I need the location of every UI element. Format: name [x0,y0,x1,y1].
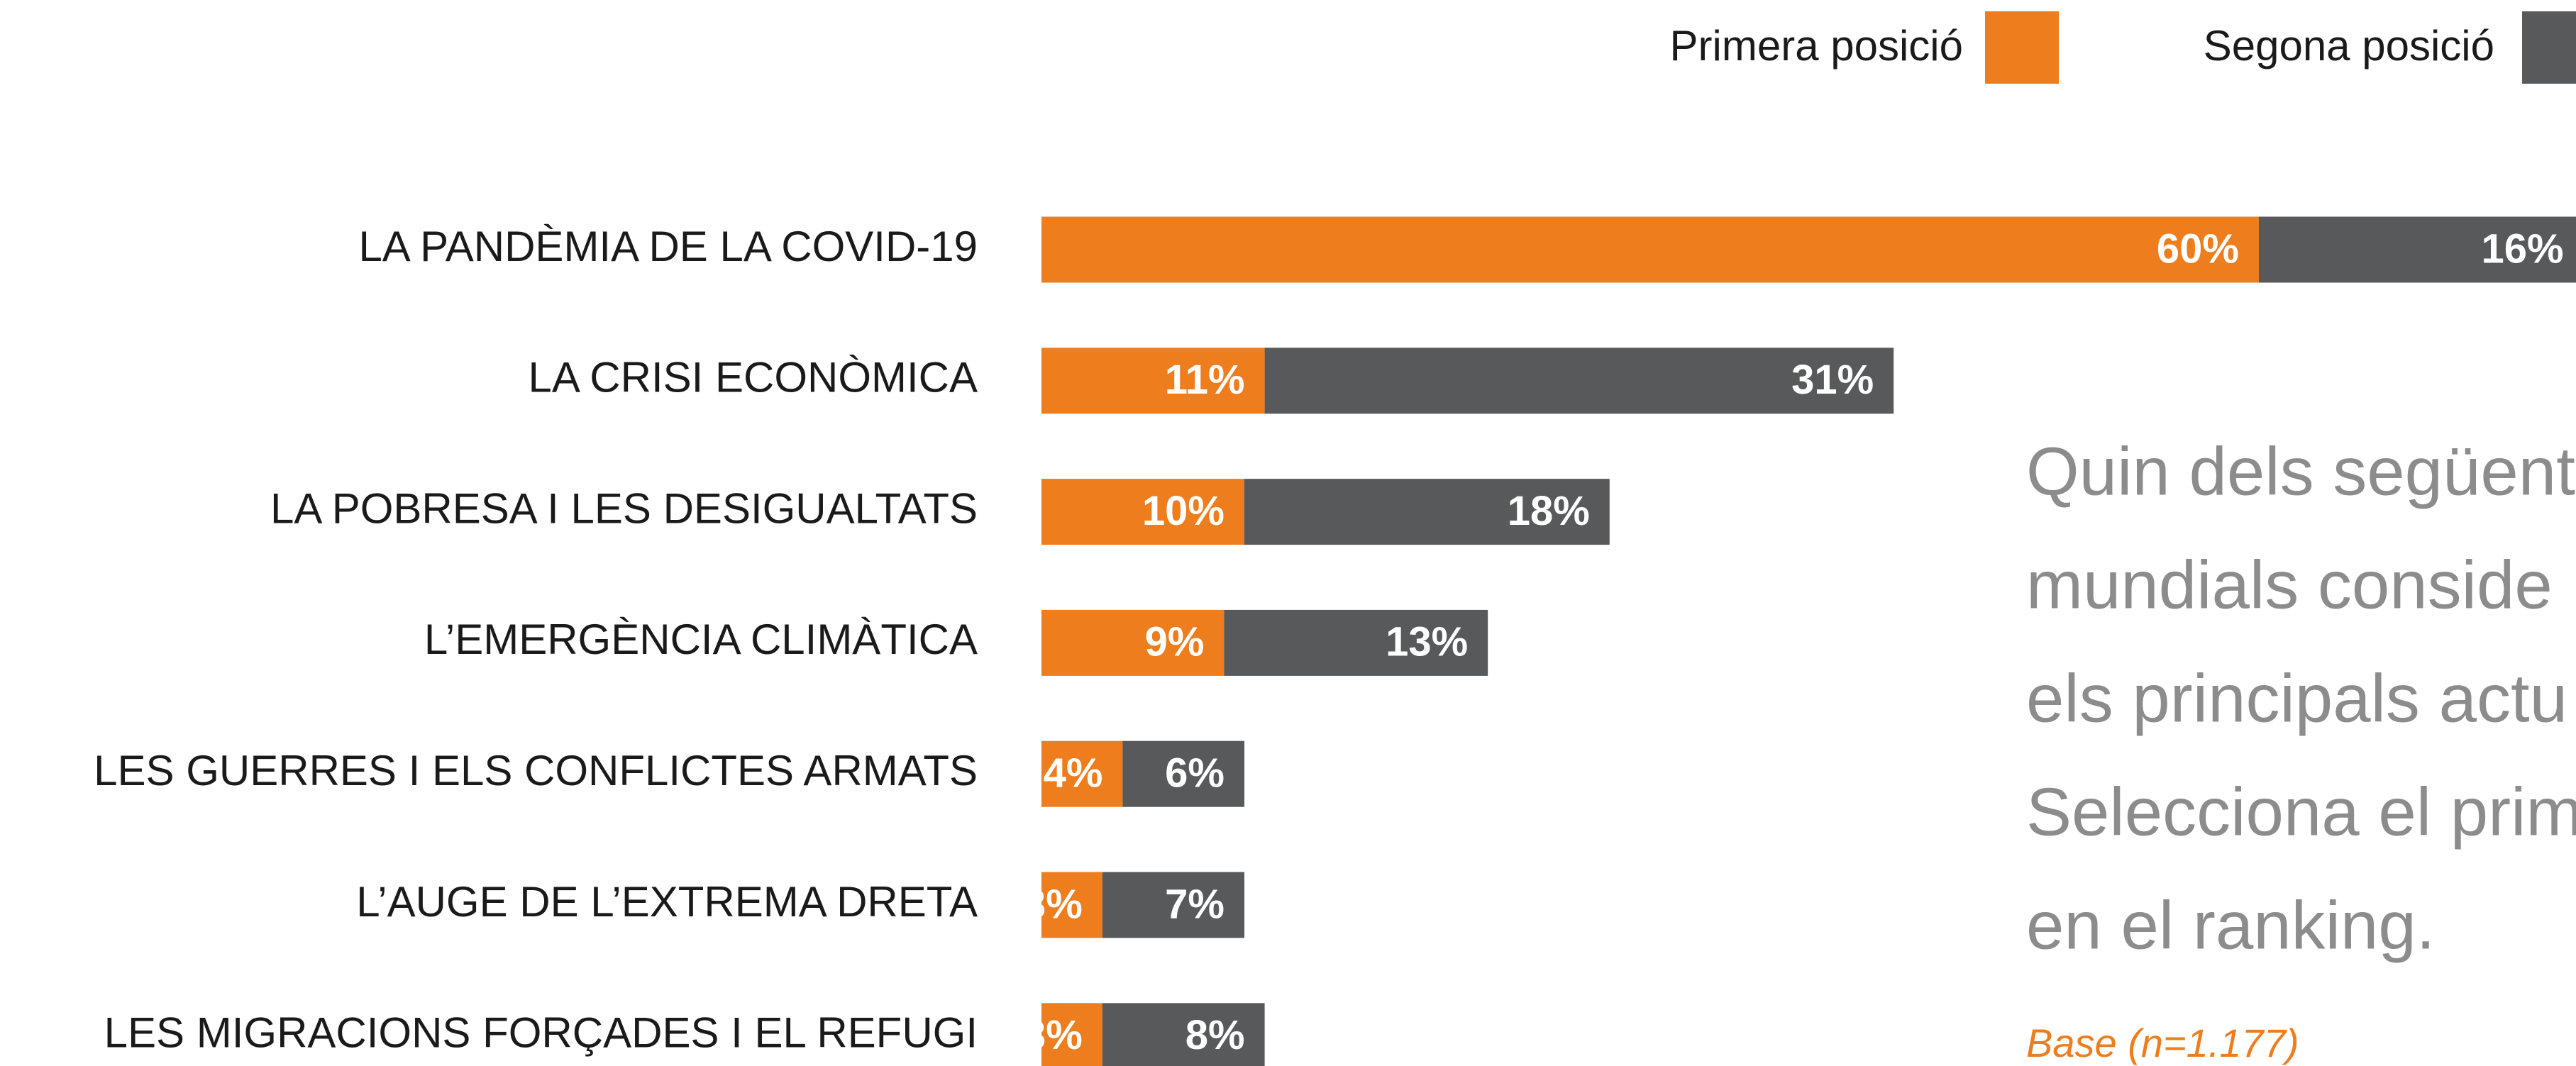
question-line: Selecciona el prim [2026,774,2576,850]
category-label: L’EMERGÈNCIA CLIMÀTICA [424,616,978,663]
category-label: LES MIGRACIONS FORÇADES I EL REFUGI [104,1009,978,1057]
value-label: 8% [1185,1012,1245,1058]
bar-segment [1122,740,1244,807]
value-label: 60% [2157,226,2239,272]
bar-segment [1244,479,1610,545]
question-line: en el ranking. [2026,887,2435,963]
question-line: els principals actu [2026,660,2567,736]
legend-swatch [1985,11,2059,84]
category-label: LES GUERRES I ELS CONFLICTES ARMATS [94,747,978,794]
bar-segment [2259,216,2576,283]
question-line: mundials conside [2026,547,2553,623]
question-line: Quin dels següent [2026,433,2575,509]
legend-label: Segona posició [2204,22,2494,70]
bar-segment [1224,609,1488,676]
value-label: 3% [1023,1012,1083,1058]
value-label: 4% [1044,750,1103,796]
bar-segment [1102,1003,1265,1066]
value-label: 13% [1386,619,1468,665]
category-label: L’AUGE DE L’EXTREMA DRETA [356,878,978,926]
bar-segment [1041,348,1265,414]
value-label: 31% [1791,357,1874,403]
bar-segment [1041,216,2259,283]
category-label: LA CRISI ECONÒMICA [529,354,978,401]
value-label: 9% [1145,619,1205,665]
value-label: 6% [1165,750,1225,796]
base-note: Base (n=1.177) [2026,1021,2299,1065]
value-label: 10% [1142,488,1225,534]
legend-label: Primera posició [1670,22,1963,70]
bar-segment [1041,1003,1102,1066]
value-label: 16% [2482,226,2564,272]
bar-segment [1041,479,1244,545]
bar-segment [1264,348,1894,414]
bar-segment [1102,872,1244,938]
category-label: LA POBRESA I LES DESIGUALTATS [270,484,978,532]
bar-segment [1041,609,1225,676]
value-label: 7% [1165,881,1225,927]
legend-swatch [2522,11,2576,84]
bar-segment [1041,740,1123,807]
bar-segment [1041,872,1102,938]
value-label: 11% [1165,357,1245,403]
value-label: 18% [1508,488,1590,534]
category-label: LA PANDÈMIA DE LA COVID-19 [358,223,978,270]
value-label: 3% [1023,881,1083,927]
